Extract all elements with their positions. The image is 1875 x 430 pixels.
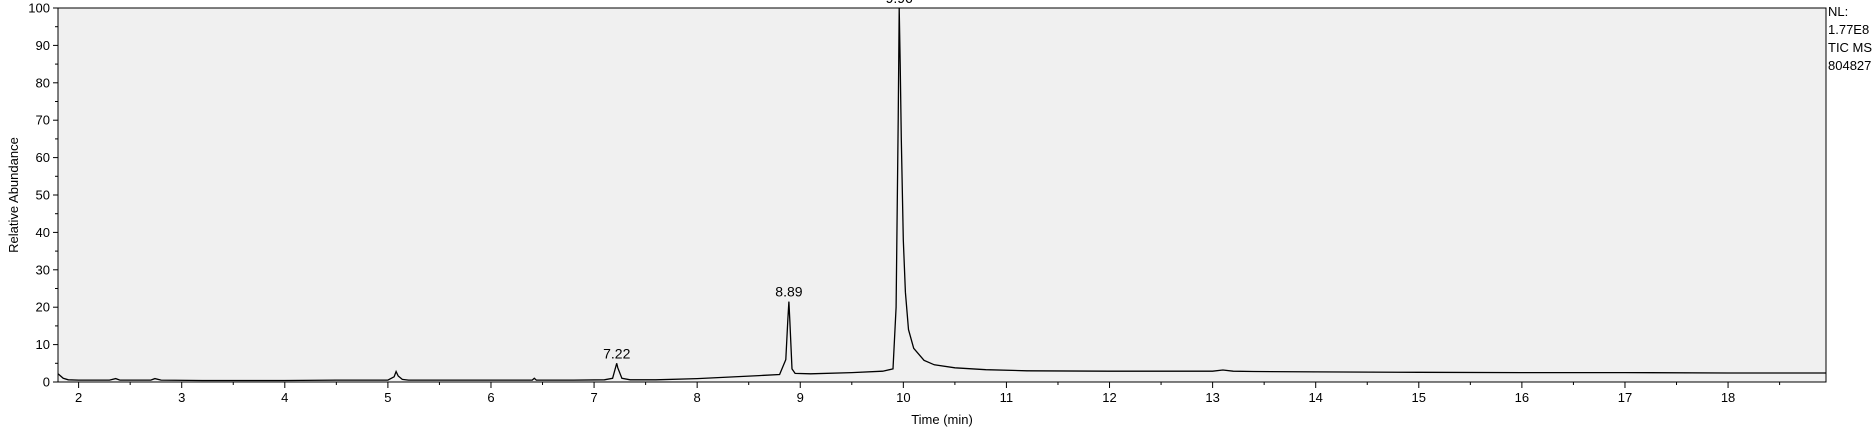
peak-label: 7.22 xyxy=(603,345,630,361)
info-line-scan-type: TIC MS xyxy=(1828,40,1873,55)
x-tick-label: 9 xyxy=(797,390,804,405)
peak-label: 9.96 xyxy=(886,0,913,6)
x-tick-label: 4 xyxy=(281,390,288,405)
plot-area xyxy=(57,7,1827,383)
y-tick-label: 20 xyxy=(36,300,50,315)
y-tick-label: 80 xyxy=(36,75,50,90)
y-tick-label: 90 xyxy=(36,38,50,53)
info-line-nl: NL: xyxy=(1828,4,1849,19)
peak-labels: 7.22 8.89 9.96 xyxy=(603,0,913,361)
x-tick-label: 14 xyxy=(1308,390,1322,405)
x-tick-label: 8 xyxy=(694,390,701,405)
y-tick-label: 60 xyxy=(36,150,50,165)
x-tick-label: 2 xyxy=(75,390,82,405)
x-tick-label: 12 xyxy=(1102,390,1116,405)
y-tick-label: 30 xyxy=(36,262,50,277)
x-tick-label: 5 xyxy=(384,390,391,405)
scan-info-panel: NL: 1.77E8 TIC MS 804827 xyxy=(1828,3,1875,75)
y-tick-label: 10 xyxy=(36,337,50,352)
x-tick-label: 3 xyxy=(178,390,185,405)
x-axis: 2 3 4 5 6 7 8 9 10 11 12 13 14 15 16 17 18 xyxy=(75,382,1781,405)
x-tick-label: 17 xyxy=(1618,390,1632,405)
y-axis: 0 10 20 30 40 50 60 70 80 90 100 xyxy=(28,1,58,390)
info-line-nl-value: 1.77E8 xyxy=(1828,22,1870,37)
tic-trace-line xyxy=(57,7,1826,382)
peak-label: 8.89 xyxy=(775,284,802,300)
x-tick-label: 6 xyxy=(487,390,494,405)
x-tick-label: 15 xyxy=(1412,390,1426,405)
y-tick-label: 100 xyxy=(28,1,50,16)
x-tick-label: 10 xyxy=(896,390,910,405)
y-tick-label: 0 xyxy=(43,375,50,390)
y-tick-label: 50 xyxy=(36,188,50,203)
y-tick-label: 40 xyxy=(36,225,50,240)
x-tick-label: 7 xyxy=(590,390,597,405)
x-tick-label: 18 xyxy=(1721,390,1735,405)
y-tick-label: 70 xyxy=(36,113,50,128)
x-axis-title: Time (min) xyxy=(911,412,973,427)
x-tick-label: 11 xyxy=(1000,390,1014,405)
x-tick-label: 16 xyxy=(1515,390,1529,405)
x-tick-label: 13 xyxy=(1205,390,1219,405)
info-line-file-id: 804827 xyxy=(1828,58,1872,73)
y-axis-title: Relative Abundance xyxy=(6,137,21,253)
